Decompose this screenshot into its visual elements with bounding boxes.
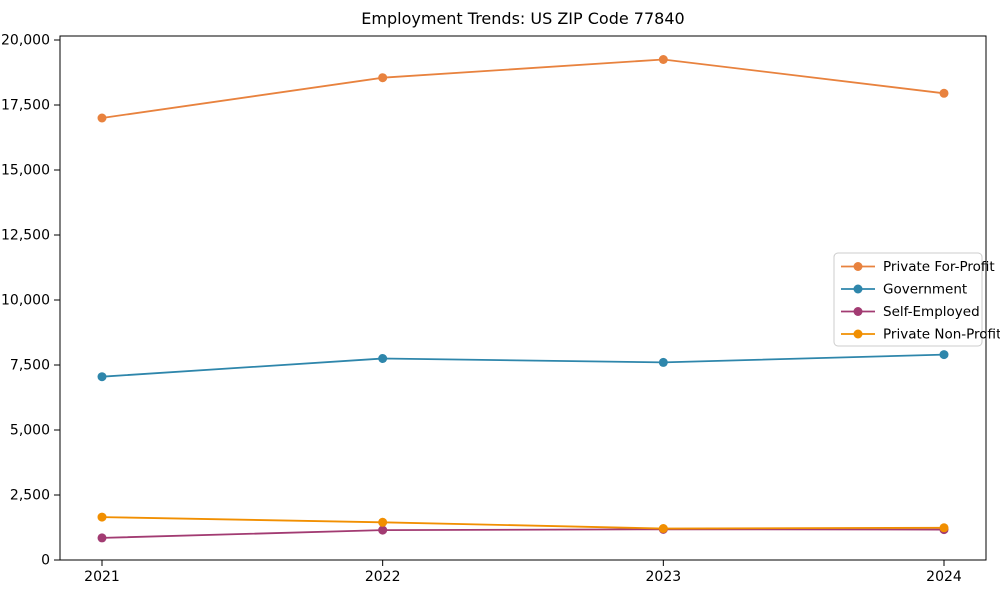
- y-tick-label: 7,500: [10, 357, 50, 373]
- axes-spines: [59, 35, 987, 561]
- legend-label-government: Government: [883, 281, 967, 297]
- x-tick-label: 2021: [84, 569, 120, 585]
- series-line-self-employed: [101, 528, 945, 539]
- legend-label-private-for-profit: Private For-Profit: [883, 259, 995, 275]
- data-point-government: [658, 357, 668, 367]
- legend-label-private-non-profit: Private Non-Profit: [883, 326, 1000, 342]
- legend-marker-self-employed: [853, 307, 863, 316]
- data-point-private-non-profit: [658, 524, 668, 534]
- y-tick-label: 0: [41, 552, 50, 568]
- legend-marker-government: [853, 284, 863, 294]
- y-tick-label: 12,500: [1, 227, 50, 243]
- data-point-private-non-profit: [939, 523, 949, 533]
- data-point-self-employed: [97, 533, 107, 543]
- x-tick-label: 2024: [926, 569, 962, 585]
- y-tick-label: 17,500: [1, 97, 50, 113]
- y-tick-label: 5,000: [10, 422, 50, 438]
- legend-label-self-employed: Self-Employed: [883, 304, 980, 320]
- series-line-private-non-profit: [101, 516, 945, 530]
- data-point-private-non-profit: [378, 517, 388, 527]
- y-tick-label: 2,500: [10, 487, 50, 503]
- x-tick-label: 2022: [365, 569, 401, 585]
- legend-box: [833, 252, 983, 347]
- data-point-government: [378, 354, 388, 363]
- legend-marker-private-for-profit: [853, 262, 863, 271]
- data-point-private-non-profit: [97, 512, 107, 522]
- data-point-private-for-profit: [378, 73, 388, 83]
- y-tick-label: 15,000: [1, 162, 50, 178]
- data-point-private-for-profit: [97, 113, 107, 123]
- series-line-government: [101, 353, 945, 378]
- data-point-private-for-profit: [658, 55, 668, 64]
- data-point-private-for-profit: [939, 88, 949, 98]
- legend-marker-private-non-profit: [853, 329, 863, 339]
- series-line-private-for-profit: [101, 58, 945, 119]
- x-tick-label: 2023: [646, 569, 682, 585]
- data-point-government: [939, 350, 949, 360]
- y-tick-label: 10,000: [1, 292, 50, 308]
- data-point-self-employed: [378, 525, 388, 535]
- y-tick-label: 20,000: [1, 32, 50, 48]
- chart-title: Employment Trends: US ZIP Code 77840: [361, 9, 685, 28]
- data-point-government: [97, 372, 107, 382]
